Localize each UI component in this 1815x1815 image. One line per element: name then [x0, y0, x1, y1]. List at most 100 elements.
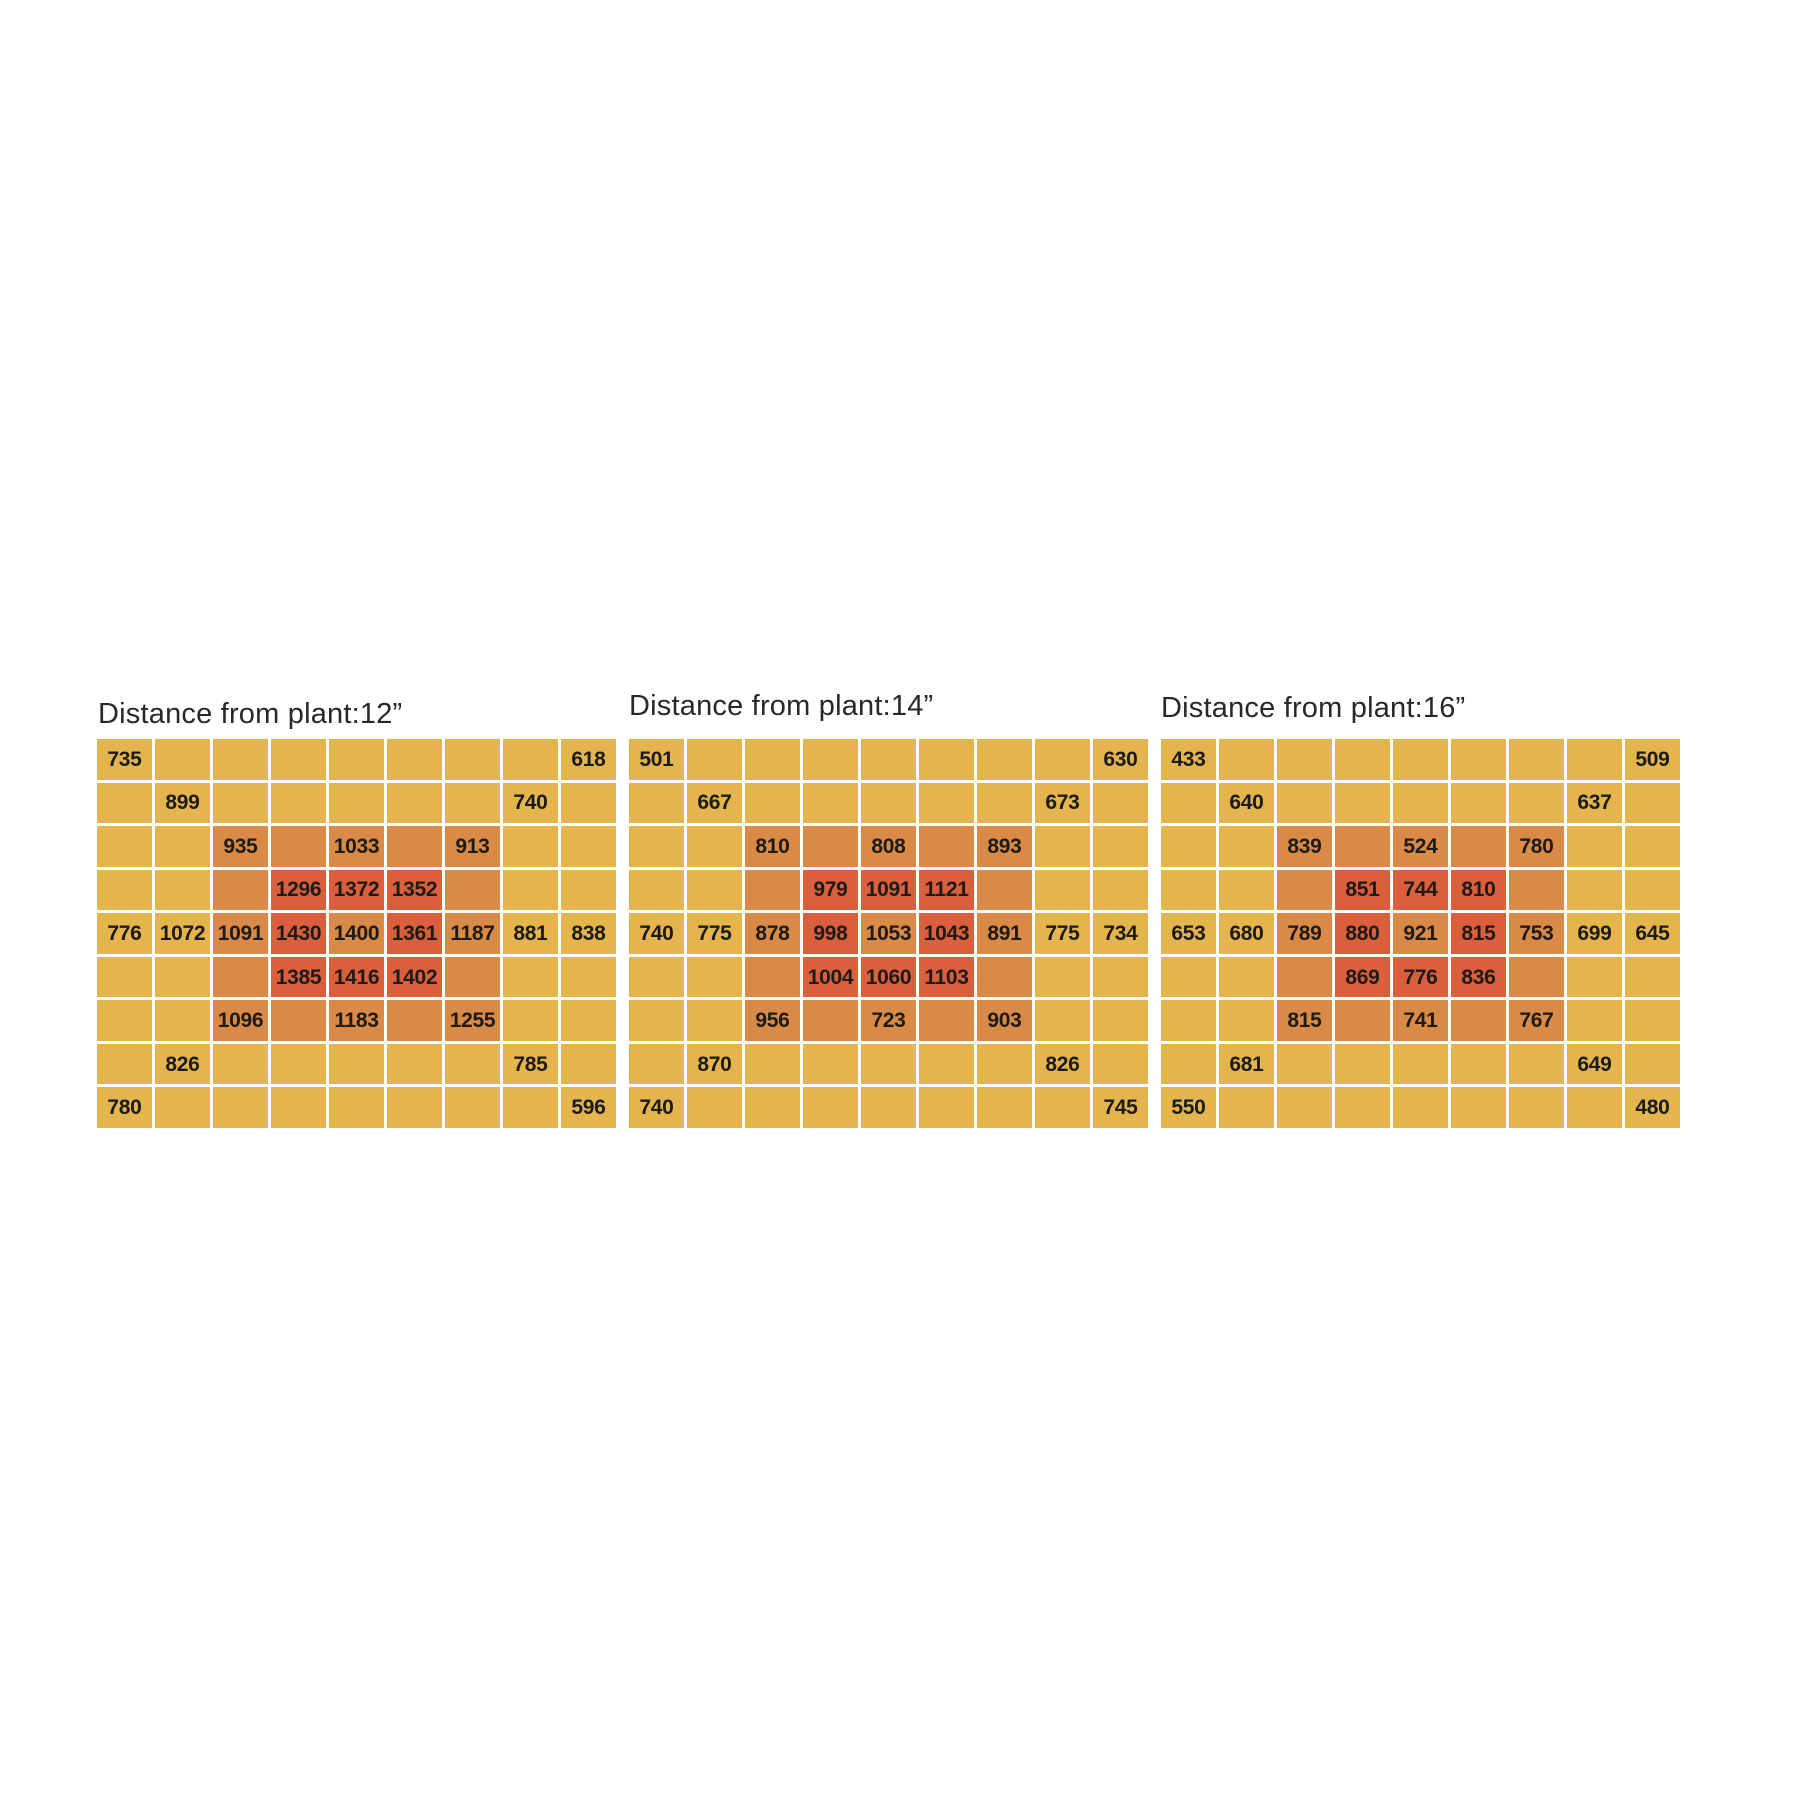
heatmap-cell: 838 [561, 913, 616, 954]
heatmap-cell [503, 826, 558, 867]
heatmap-cell [445, 1043, 500, 1085]
heatmap-cell [1335, 782, 1390, 824]
heatmap-cell [861, 1087, 916, 1128]
heatmap-cell [97, 1000, 152, 1041]
heatmap-cell [97, 826, 152, 867]
heatmap-cell [1567, 739, 1622, 780]
heatmap-cell [629, 869, 684, 911]
heatmap-cell [1093, 1043, 1148, 1085]
heatmap-cell: 1400 [329, 913, 384, 954]
heatmap-cell [1219, 1087, 1274, 1128]
heatmap-cell: 1091 [213, 913, 268, 954]
heatmap-cell [561, 826, 616, 867]
heatmap-cell [1567, 826, 1622, 867]
heatmap-cell [1219, 956, 1274, 998]
heatmap-cell: 891 [977, 913, 1032, 954]
heatmap-cell [803, 782, 858, 824]
heatmap-cell [1625, 782, 1680, 824]
heatmap-cell: 640 [1219, 782, 1274, 824]
heatmap-cell [271, 1043, 326, 1085]
heatmap-cell: 630 [1093, 739, 1148, 780]
heatmap-cell [271, 1000, 326, 1041]
heatmap-cell [919, 1087, 974, 1128]
heatmap-cell [1451, 739, 1506, 780]
heatmap-cell: 776 [1393, 956, 1448, 998]
heatmap-cell [1277, 1087, 1332, 1128]
heatmap-cell [745, 782, 800, 824]
heatmap-cell: 1183 [329, 1000, 384, 1041]
heatmap-cell [1035, 1087, 1090, 1128]
heatmap-cell [1277, 1043, 1332, 1085]
heatmap-cell [745, 739, 800, 780]
heatmap-cell: 899 [155, 782, 210, 824]
heatmap-cell [329, 1043, 384, 1085]
heatmap-cell [803, 1087, 858, 1128]
heatmap-cell: 681 [1219, 1043, 1274, 1085]
heatmap-cell: 649 [1567, 1043, 1622, 1085]
heatmap-cell [155, 739, 210, 780]
heatmap-cell: 1060 [861, 956, 916, 998]
heatmap-cell [1335, 739, 1390, 780]
heatmap-cell [861, 1043, 916, 1085]
heatmap-cell: 501 [629, 739, 684, 780]
heatmap-cell [503, 739, 558, 780]
heatmap-cell [977, 956, 1032, 998]
heatmap-cell [213, 869, 268, 911]
heatmap-cell [387, 1087, 442, 1128]
heatmap-cell [687, 869, 742, 911]
heatmap-cell: 998 [803, 913, 858, 954]
heatmap-cell [271, 1087, 326, 1128]
heatmap-cell: 744 [1393, 869, 1448, 911]
heatmap-cell: 753 [1509, 913, 1564, 954]
heatmap-cell [1219, 869, 1274, 911]
heatmap-cell [1161, 826, 1216, 867]
heatmap-cell [919, 1000, 974, 1041]
heatmap-cell [1277, 739, 1332, 780]
heatmap-cell: 870 [687, 1043, 742, 1085]
heatmap-cell [1393, 782, 1448, 824]
heatmap-cell: 699 [1567, 913, 1622, 954]
heatmap-cell [687, 1087, 742, 1128]
heatmap-cell: 1402 [387, 956, 442, 998]
heatmap-cell: 826 [155, 1043, 210, 1085]
heatmap-cell [803, 1000, 858, 1041]
heatmap-cell [629, 782, 684, 824]
heatmap-cell: 780 [97, 1087, 152, 1128]
heatmap-cell: 673 [1035, 782, 1090, 824]
heatmap-cell: 680 [1219, 913, 1274, 954]
heatmap-cell [919, 1043, 974, 1085]
heatmap-cell: 745 [1093, 1087, 1148, 1128]
heatmap-cell [1035, 739, 1090, 780]
heatmap-cell [503, 1087, 558, 1128]
heatmap-cell [1509, 956, 1564, 998]
panel-title-16in: Distance from plant:16” [1161, 692, 1466, 724]
heatmap-cell [977, 1043, 1032, 1085]
heatmap-cell [445, 739, 500, 780]
heatmap-cell [861, 739, 916, 780]
heatmap-cell [977, 869, 1032, 911]
heatmap-cell [1277, 869, 1332, 911]
heatmap-cell [1335, 1000, 1390, 1041]
heatmap-cell [687, 1000, 742, 1041]
heatmap-cell [1093, 782, 1148, 824]
heatmap-cell [97, 782, 152, 824]
heatmap-cell [1393, 1043, 1448, 1085]
heatmap-cell: 935 [213, 826, 268, 867]
heatmap-cell [213, 1043, 268, 1085]
heatmap-cell [687, 956, 742, 998]
heatmap-cell [1451, 1043, 1506, 1085]
heatmap-cell: 1043 [919, 913, 974, 954]
heatmap-cell: 815 [1451, 913, 1506, 954]
heatmap-cell [561, 956, 616, 998]
heatmap-cell [1509, 1043, 1564, 1085]
heatmap-cell [1277, 956, 1332, 998]
heatmap-cell [745, 869, 800, 911]
heatmap-cell: 1372 [329, 869, 384, 911]
heatmap-cell [1625, 826, 1680, 867]
heatmap-cell [1219, 739, 1274, 780]
heatmap-cell: 480 [1625, 1087, 1680, 1128]
heatmap-cell [1451, 826, 1506, 867]
heatmap-cell [629, 1000, 684, 1041]
heatmap-cell [1093, 826, 1148, 867]
heatmap-cell [561, 1000, 616, 1041]
